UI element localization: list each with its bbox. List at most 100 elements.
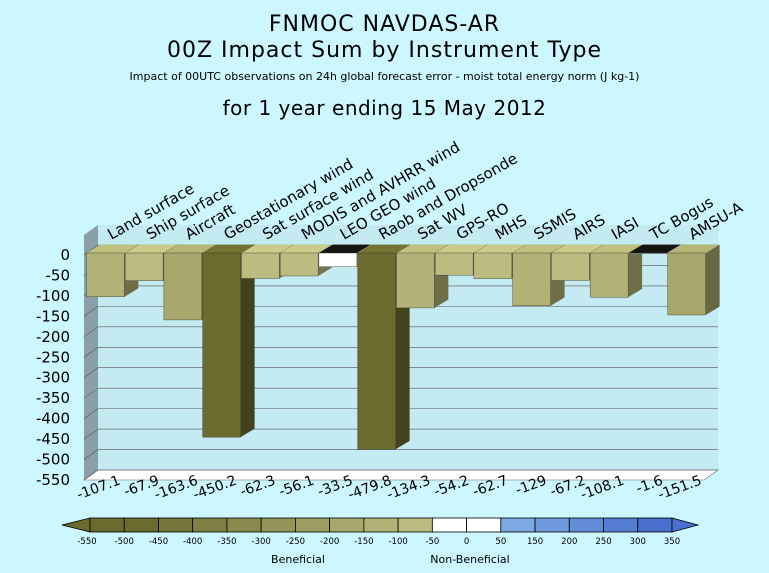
grid-line-side [83, 408, 99, 419]
colorbar-segment [226, 517, 262, 533]
colorbar-tick-label: -150 [354, 537, 373, 547]
bar-front-face [318, 252, 358, 267]
bar-side-face [240, 244, 255, 438]
colorbar-tick-label: 200 [561, 537, 577, 547]
bar-front-face [551, 252, 590, 281]
bar-front-face [357, 252, 396, 450]
bar [589, 244, 643, 298]
y-tick-label: -300 [36, 369, 70, 387]
bar-front-face [473, 252, 513, 279]
y-tick-label: -100 [36, 287, 70, 305]
bar-top-face [202, 244, 255, 253]
grid-line-side [83, 469, 99, 481]
bar-front-face [241, 252, 280, 279]
colorbar-arrow-right [671, 517, 700, 533]
colorbar-tick-label: 50 [495, 537, 506, 547]
bar [202, 244, 255, 438]
bar-side-face [628, 244, 643, 298]
colorbar-tick-label: -50 [425, 537, 439, 547]
bar-front-face [396, 252, 435, 309]
colorbar-segment [568, 517, 604, 533]
colorbar-segment [158, 517, 194, 533]
y-tick-label: -400 [36, 410, 70, 428]
colorbar-segment [397, 517, 433, 533]
colorbar-label-nonbeneficial: Non-Beneficial [430, 553, 509, 566]
colorbar-segment [363, 517, 399, 533]
grid-line-side [83, 387, 99, 399]
grid-line-side [83, 367, 99, 378]
bar-top-face [396, 244, 449, 253]
bar-front-face [512, 252, 551, 306]
y-tick-label: -250 [36, 348, 70, 366]
bar-top-face [473, 244, 526, 253]
colorbar-label-beneficial: Beneficial [271, 553, 325, 566]
colorbar-segment [89, 517, 125, 533]
bar-front-face [589, 252, 629, 298]
colorbar-segment [260, 517, 296, 533]
grid-line-side [83, 428, 99, 440]
bar-front-face [124, 252, 164, 281]
bar-front-face [667, 252, 706, 316]
chart-title-line1: FNMOC NAVDAS-AR [268, 12, 501, 37]
colorbar-tick-label: -300 [252, 537, 271, 547]
grid-line-side [83, 306, 99, 317]
colorbar-tick-label: 350 [664, 537, 680, 547]
colorbar-segment [500, 517, 536, 533]
colorbar-tick-label: -550 [77, 537, 96, 547]
y-tick-label: 0 [60, 246, 70, 264]
colorbar-tick-label: -250 [286, 537, 305, 547]
bar-top-face [435, 244, 488, 253]
colorbar-tick-label: -500 [115, 537, 134, 547]
bar-top-face [163, 244, 216, 253]
colorbar-tick-label: -350 [217, 537, 236, 547]
bar-top-face [667, 244, 720, 253]
colorbar-segment [192, 517, 228, 533]
bar-front-face [279, 252, 319, 277]
bar-front-face [628, 252, 668, 254]
bar-top-face [318, 244, 371, 253]
colorbar-segment [123, 517, 159, 533]
y-tick-label: -350 [36, 389, 70, 407]
bar-top-face [125, 244, 178, 253]
bar-side-face [705, 244, 720, 315]
colorbar-segment [603, 517, 639, 533]
colorbar-tick-label: -100 [388, 537, 407, 547]
bar-top-face [241, 244, 294, 253]
bar-top-face [280, 244, 333, 253]
colorbar-segment [431, 517, 467, 533]
y-tick-label: -200 [36, 328, 70, 346]
bar-top-face [628, 244, 681, 253]
bar-front-face [202, 252, 241, 438]
grid-line-side [83, 347, 99, 358]
colorbar-segment [329, 517, 365, 533]
colorbar-arrow-left [61, 517, 91, 533]
colorbar-segment [637, 517, 673, 533]
colorbar: -550 -500 -450 -400 -350 -300 -250 -200 -150 -100… [61, 517, 700, 566]
bar-top-face [551, 244, 604, 253]
grid-line-side [83, 326, 99, 338]
colorbar-tick-label: -200 [320, 537, 339, 547]
y-tick-label: -450 [36, 430, 70, 448]
y-tick-label: -50 [46, 266, 71, 284]
grid-line-side [83, 449, 99, 460]
colorbar-segment [295, 517, 331, 533]
colorbar-tick-label: 300 [630, 537, 646, 547]
y-tick-label: -550 [36, 471, 70, 489]
colorbar-segment [534, 517, 570, 533]
colorbar-tick-label: 250 [595, 537, 611, 547]
colorbar-tick-label: -450 [149, 537, 168, 547]
chart-bars [86, 244, 720, 450]
bar-front-face [434, 252, 474, 276]
colorbar-tick-label: 0 [464, 537, 469, 547]
bar-top-face [590, 244, 643, 253]
chart-subtitle: Impact of 00UTC observations on 24h glob… [129, 70, 640, 83]
colorbar-segment [466, 517, 502, 533]
y-tick-label: -150 [36, 307, 70, 325]
bar-top-face [357, 244, 410, 253]
y-tick-label: -500 [36, 451, 70, 469]
chart-period: for 1 year ending 15 May 2012 [222, 96, 547, 120]
bar-front-face [86, 252, 125, 298]
